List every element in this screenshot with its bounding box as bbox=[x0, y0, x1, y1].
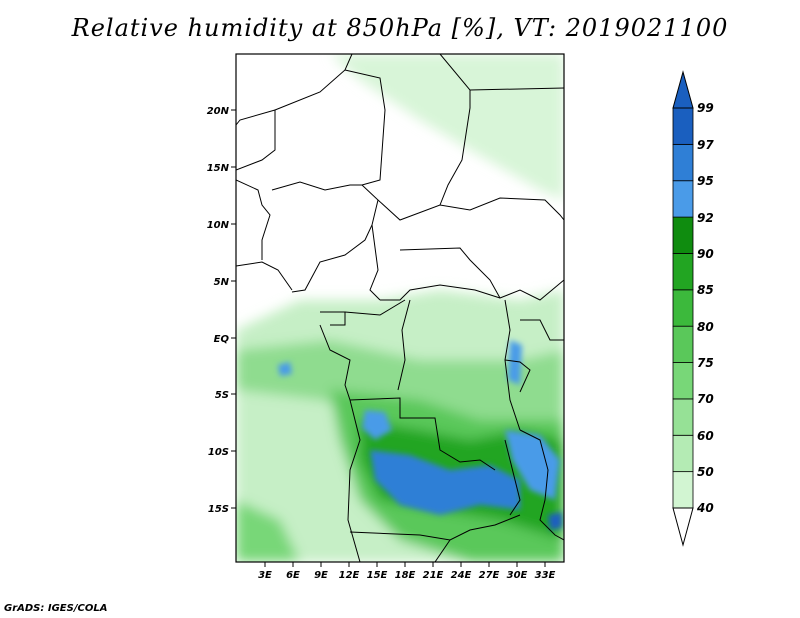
lon-tick-label: 15E bbox=[367, 570, 388, 581]
country-borders bbox=[236, 54, 564, 562]
colorbar-box bbox=[672, 289, 694, 327]
colorbar-box bbox=[672, 325, 694, 363]
lon-tick-label: 3E bbox=[258, 570, 272, 581]
lon-tick-label: 27E bbox=[479, 570, 500, 581]
colorbar-label: 60 bbox=[697, 429, 714, 443]
lon-tick-label: 33E bbox=[535, 570, 556, 581]
longitude-axis bbox=[264, 562, 546, 567]
lat-tick-label: 10N bbox=[207, 220, 230, 231]
colorbar-label: 85 bbox=[697, 283, 714, 297]
colorbar-label: 80 bbox=[697, 320, 714, 334]
lon-tick-label: 18E bbox=[395, 570, 416, 581]
humidity-field bbox=[236, 54, 564, 562]
lat-tick-label: EQ bbox=[214, 334, 230, 345]
latitude-axis bbox=[231, 109, 236, 509]
colorbar-label: 92 bbox=[697, 211, 714, 225]
colorbar-label: 40 bbox=[696, 501, 714, 515]
colorbar-box bbox=[672, 434, 694, 473]
lat-tick-label: 20N bbox=[207, 106, 230, 117]
colorbar-box bbox=[672, 398, 694, 436]
colorbar-label: 97 bbox=[697, 138, 714, 152]
colorbar-label: 75 bbox=[697, 356, 714, 370]
lon-tick-label: 24E bbox=[451, 570, 472, 581]
lat-tick-label: 15S bbox=[208, 504, 229, 515]
lon-tick-label: 9E bbox=[314, 570, 328, 581]
lat-tick-label: 5N bbox=[214, 277, 230, 288]
colorbar-box bbox=[672, 216, 694, 254]
colorbar-box bbox=[672, 362, 694, 400]
colorbar-bottom-arrow bbox=[672, 507, 694, 547]
colorbar-box bbox=[672, 253, 694, 291]
colorbar-box bbox=[672, 471, 694, 509]
colorbar-label: 95 bbox=[697, 174, 714, 188]
lon-tick-label: 30E bbox=[507, 570, 528, 581]
colorbar: 40 50 60 70 75 80 85 90 92 95 97 99 bbox=[672, 70, 714, 547]
map-frame bbox=[235, 53, 565, 563]
colorbar-box bbox=[672, 180, 694, 218]
lat-tick-label: 15N bbox=[207, 163, 230, 174]
colorbar-label: 50 bbox=[697, 465, 714, 479]
colorbar-box bbox=[672, 107, 694, 145]
colorbar-label: 70 bbox=[697, 392, 714, 406]
lon-tick-label: 6E bbox=[286, 570, 300, 581]
colorbar-label: 90 bbox=[697, 247, 714, 261]
lon-tick-label: 12E bbox=[339, 570, 360, 581]
colorbar-top-arrow bbox=[672, 70, 694, 109]
colorbar-box bbox=[672, 143, 694, 182]
lat-tick-label: 10S bbox=[208, 447, 229, 458]
map-title: Relative humidity at 850hPa [%], VT: 201… bbox=[71, 14, 729, 42]
colorbar-label: 99 bbox=[697, 101, 714, 115]
grads-credit: GrADS: IGES/COLA bbox=[4, 603, 108, 614]
lat-tick-label: 5S bbox=[215, 390, 229, 401]
lon-tick-label: 21E bbox=[423, 570, 444, 581]
